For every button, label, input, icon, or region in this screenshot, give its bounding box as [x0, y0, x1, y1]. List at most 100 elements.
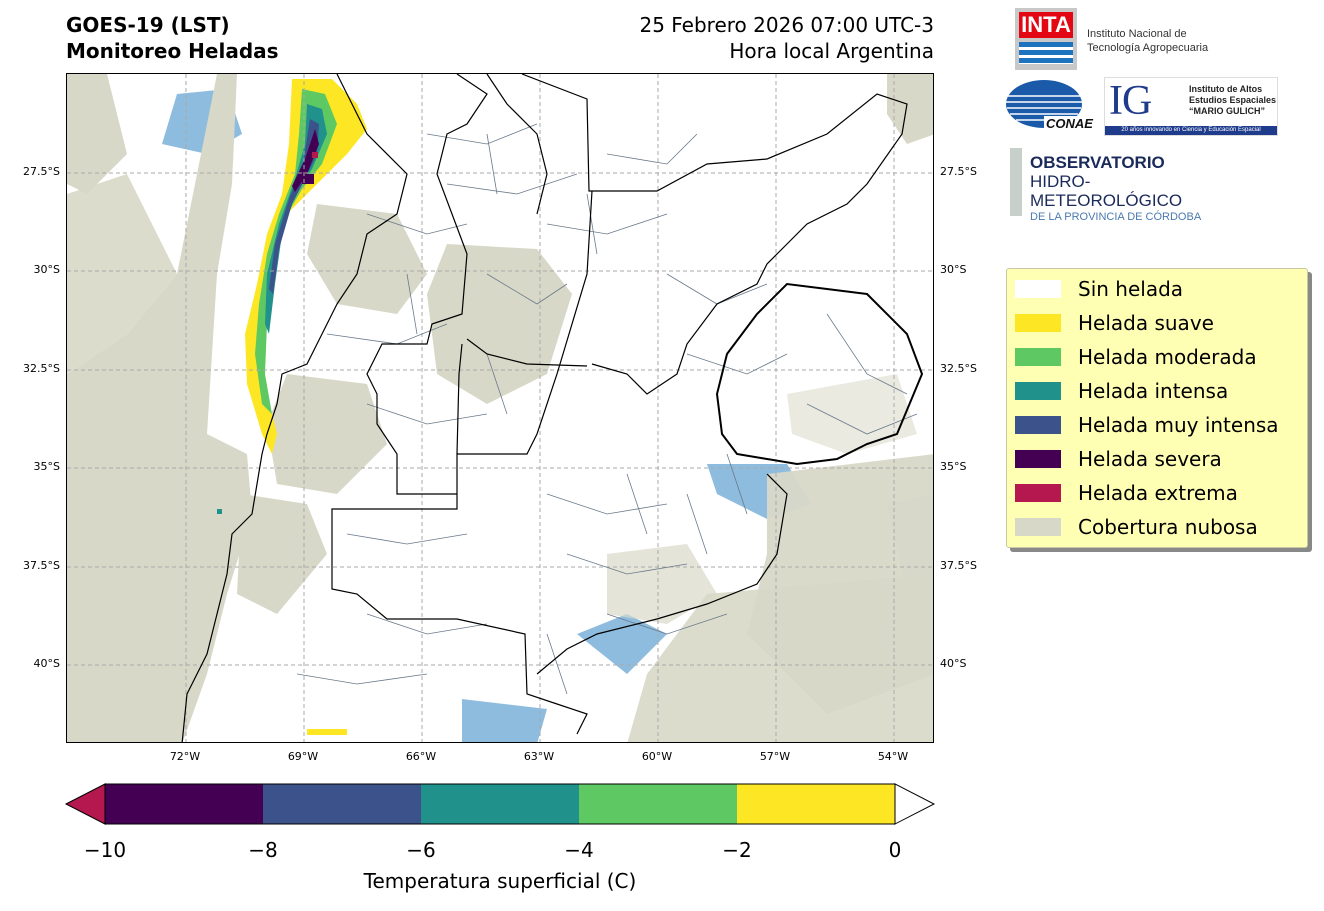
lat-label-left-4: 35°S	[33, 460, 60, 473]
colorbar-bin-2	[263, 784, 421, 824]
legend-label: Helada muy intensa	[1078, 413, 1279, 437]
boundary-cordoba-stgo	[366, 74, 488, 495]
frost-severa-zone	[292, 129, 319, 192]
observatorio-line-2: HIDRO-METEOROLÓGICO	[1030, 172, 1183, 210]
cloud-uruguay	[787, 374, 917, 454]
legend-item-helada-severa: Helada severa	[1015, 445, 1222, 473]
water-bahia-blanca	[577, 614, 667, 674]
lat-label-left-3: 32.5°S	[23, 362, 60, 375]
lat-label-left-1: 27.5°S	[23, 165, 60, 178]
colorbar	[64, 783, 936, 825]
legend-item-cobertura-nubosa: Cobertura nubosa	[1015, 513, 1258, 541]
inta-logo-stripes	[1019, 42, 1073, 64]
colorbar-tick-4: −4	[564, 838, 594, 862]
legend-label: Helada intensa	[1078, 379, 1229, 403]
province-boundaries	[181, 74, 924, 742]
inta-line-2: Tecnología Agropecuaria	[1087, 42, 1209, 54]
title-line-2: Monitoreo Heladas	[66, 39, 279, 63]
legend-item-helada-moderada: Helada moderada	[1015, 343, 1257, 371]
ig-logo: IG Instituto de Altos Estudios Espaciale…	[1104, 77, 1278, 136]
inta-logo: INTA	[1015, 8, 1077, 70]
lat-label-right-2: 30°S	[940, 263, 967, 276]
golfo-san-matias	[462, 699, 547, 742]
lon-label-3: 66°W	[405, 750, 437, 763]
colorbar-bin-5	[737, 784, 895, 824]
map-title: GOES-19 (LST) Monitoreo Heladas	[66, 12, 279, 64]
legend-swatch	[1015, 416, 1061, 434]
map-canvas	[67, 74, 933, 742]
cloud-northeast	[887, 74, 933, 144]
observatorio-text: OBSERVATORIO HIDRO-METEOROLÓGICO DE LA P…	[1030, 153, 1240, 224]
boundary-tucuman	[486, 74, 548, 215]
legend-label: Helada severa	[1078, 447, 1222, 471]
lon-label-6: 57°W	[759, 750, 791, 763]
lon-label-1: 72°W	[169, 750, 201, 763]
lon-label-7: 54°W	[877, 750, 909, 763]
lat-label-left-6: 40°S	[33, 657, 60, 670]
colorbar-tick-3: −6	[406, 838, 436, 862]
legend-label: Sin helada	[1078, 277, 1184, 301]
frost-severa-spot	[302, 174, 314, 184]
department-lines	[296, 123, 918, 695]
observatorio-line-3: DE LA PROVINCIA DE CÓRDOBA	[1030, 211, 1202, 223]
colorbar-tick-2: −8	[248, 838, 278, 862]
conae-mark: CONAE	[1044, 116, 1095, 131]
title-line-1: GOES-19 (LST)	[66, 13, 230, 37]
cloud-nw	[67, 74, 127, 194]
department-boundaries	[296, 123, 918, 695]
cloud-mendoza	[267, 374, 387, 494]
legend-swatch	[1015, 450, 1061, 468]
colorbar-tick-5: −2	[722, 838, 752, 862]
lat-label-left-5: 37.5°S	[23, 559, 60, 572]
observatorio-bar	[1010, 148, 1022, 216]
conae-logo: CONAE	[1004, 78, 1096, 134]
colorbar-bin-1	[105, 784, 263, 824]
observatorio-logo: OBSERVATORIO HIDRO-METEOROLÓGICO DE LA P…	[1010, 148, 1240, 223]
boundary-uruguay	[715, 282, 924, 466]
colorbar-bin-4	[579, 784, 737, 824]
lon-label-5: 60°W	[641, 750, 673, 763]
legend-swatch	[1015, 348, 1061, 366]
frost-extrema-spot	[312, 152, 318, 158]
boundary-san-luis	[456, 338, 588, 455]
legend-label: Helada suave	[1078, 311, 1214, 335]
gridlines	[67, 74, 933, 742]
ig-logo-text: Instituto de Altos Estudios Espaciales “…	[1189, 84, 1276, 117]
legend-swatch	[1015, 280, 1061, 298]
map-timestamp: 25 Febrero 2026 07:00 UTC-3 Hora local A…	[560, 12, 934, 64]
lat-label-right-3: 32.5°S	[940, 362, 977, 375]
cloud-cover-layer	[67, 74, 933, 742]
lat-label-right-4: 35°S	[940, 460, 967, 473]
inta-logo-mark: INTA	[1019, 12, 1073, 38]
ig-mark: IG	[1109, 78, 1152, 124]
date-line: 25 Febrero 2026 07:00 UTC-3	[639, 13, 934, 37]
frost-suave-spot-south	[307, 729, 347, 735]
colorbar-under-arrow	[64, 783, 106, 825]
boundary-northeast	[521, 74, 908, 395]
coast-buenos-aires	[536, 473, 788, 675]
legend-swatch	[1015, 382, 1061, 400]
inta-logo-text: Instituto Nacional de Tecnología Agropec…	[1087, 27, 1208, 55]
legend-label: Helada moderada	[1078, 345, 1257, 369]
lat-label-right-1: 27.5°S	[940, 165, 977, 178]
observatorio-line-1: OBSERVATORIO	[1030, 153, 1165, 172]
colorbar-over-arrow	[894, 783, 936, 825]
timezone-line: Hora local Argentina	[729, 39, 934, 63]
legend-swatch	[1015, 518, 1061, 536]
cloud-andes-west	[67, 74, 252, 742]
lat-label-right-6: 40°S	[940, 657, 967, 670]
cloud-cordoba	[307, 204, 427, 314]
boundary-andes	[181, 74, 408, 742]
lat-label-left-2: 30°S	[33, 263, 60, 276]
legend-item-helada-suave: Helada suave	[1015, 309, 1214, 337]
legend: Sin helada Helada suave Helada moderada …	[1006, 268, 1308, 548]
colorbar-tick-6: 0	[888, 838, 902, 862]
frost-moderada-zone	[255, 89, 337, 414]
frost-map	[66, 73, 934, 743]
inta-line-1: Instituto Nacional de	[1087, 28, 1187, 40]
legend-item-helada-extrema: Helada extrema	[1015, 479, 1238, 507]
legend-item-helada-muy-intensa: Helada muy intensa	[1015, 411, 1279, 439]
legend-item-sin-helada: Sin helada	[1015, 275, 1183, 303]
cloud-buenos-aires	[607, 544, 717, 624]
colorbar-title: Temperatura superficial (C)	[363, 869, 637, 893]
